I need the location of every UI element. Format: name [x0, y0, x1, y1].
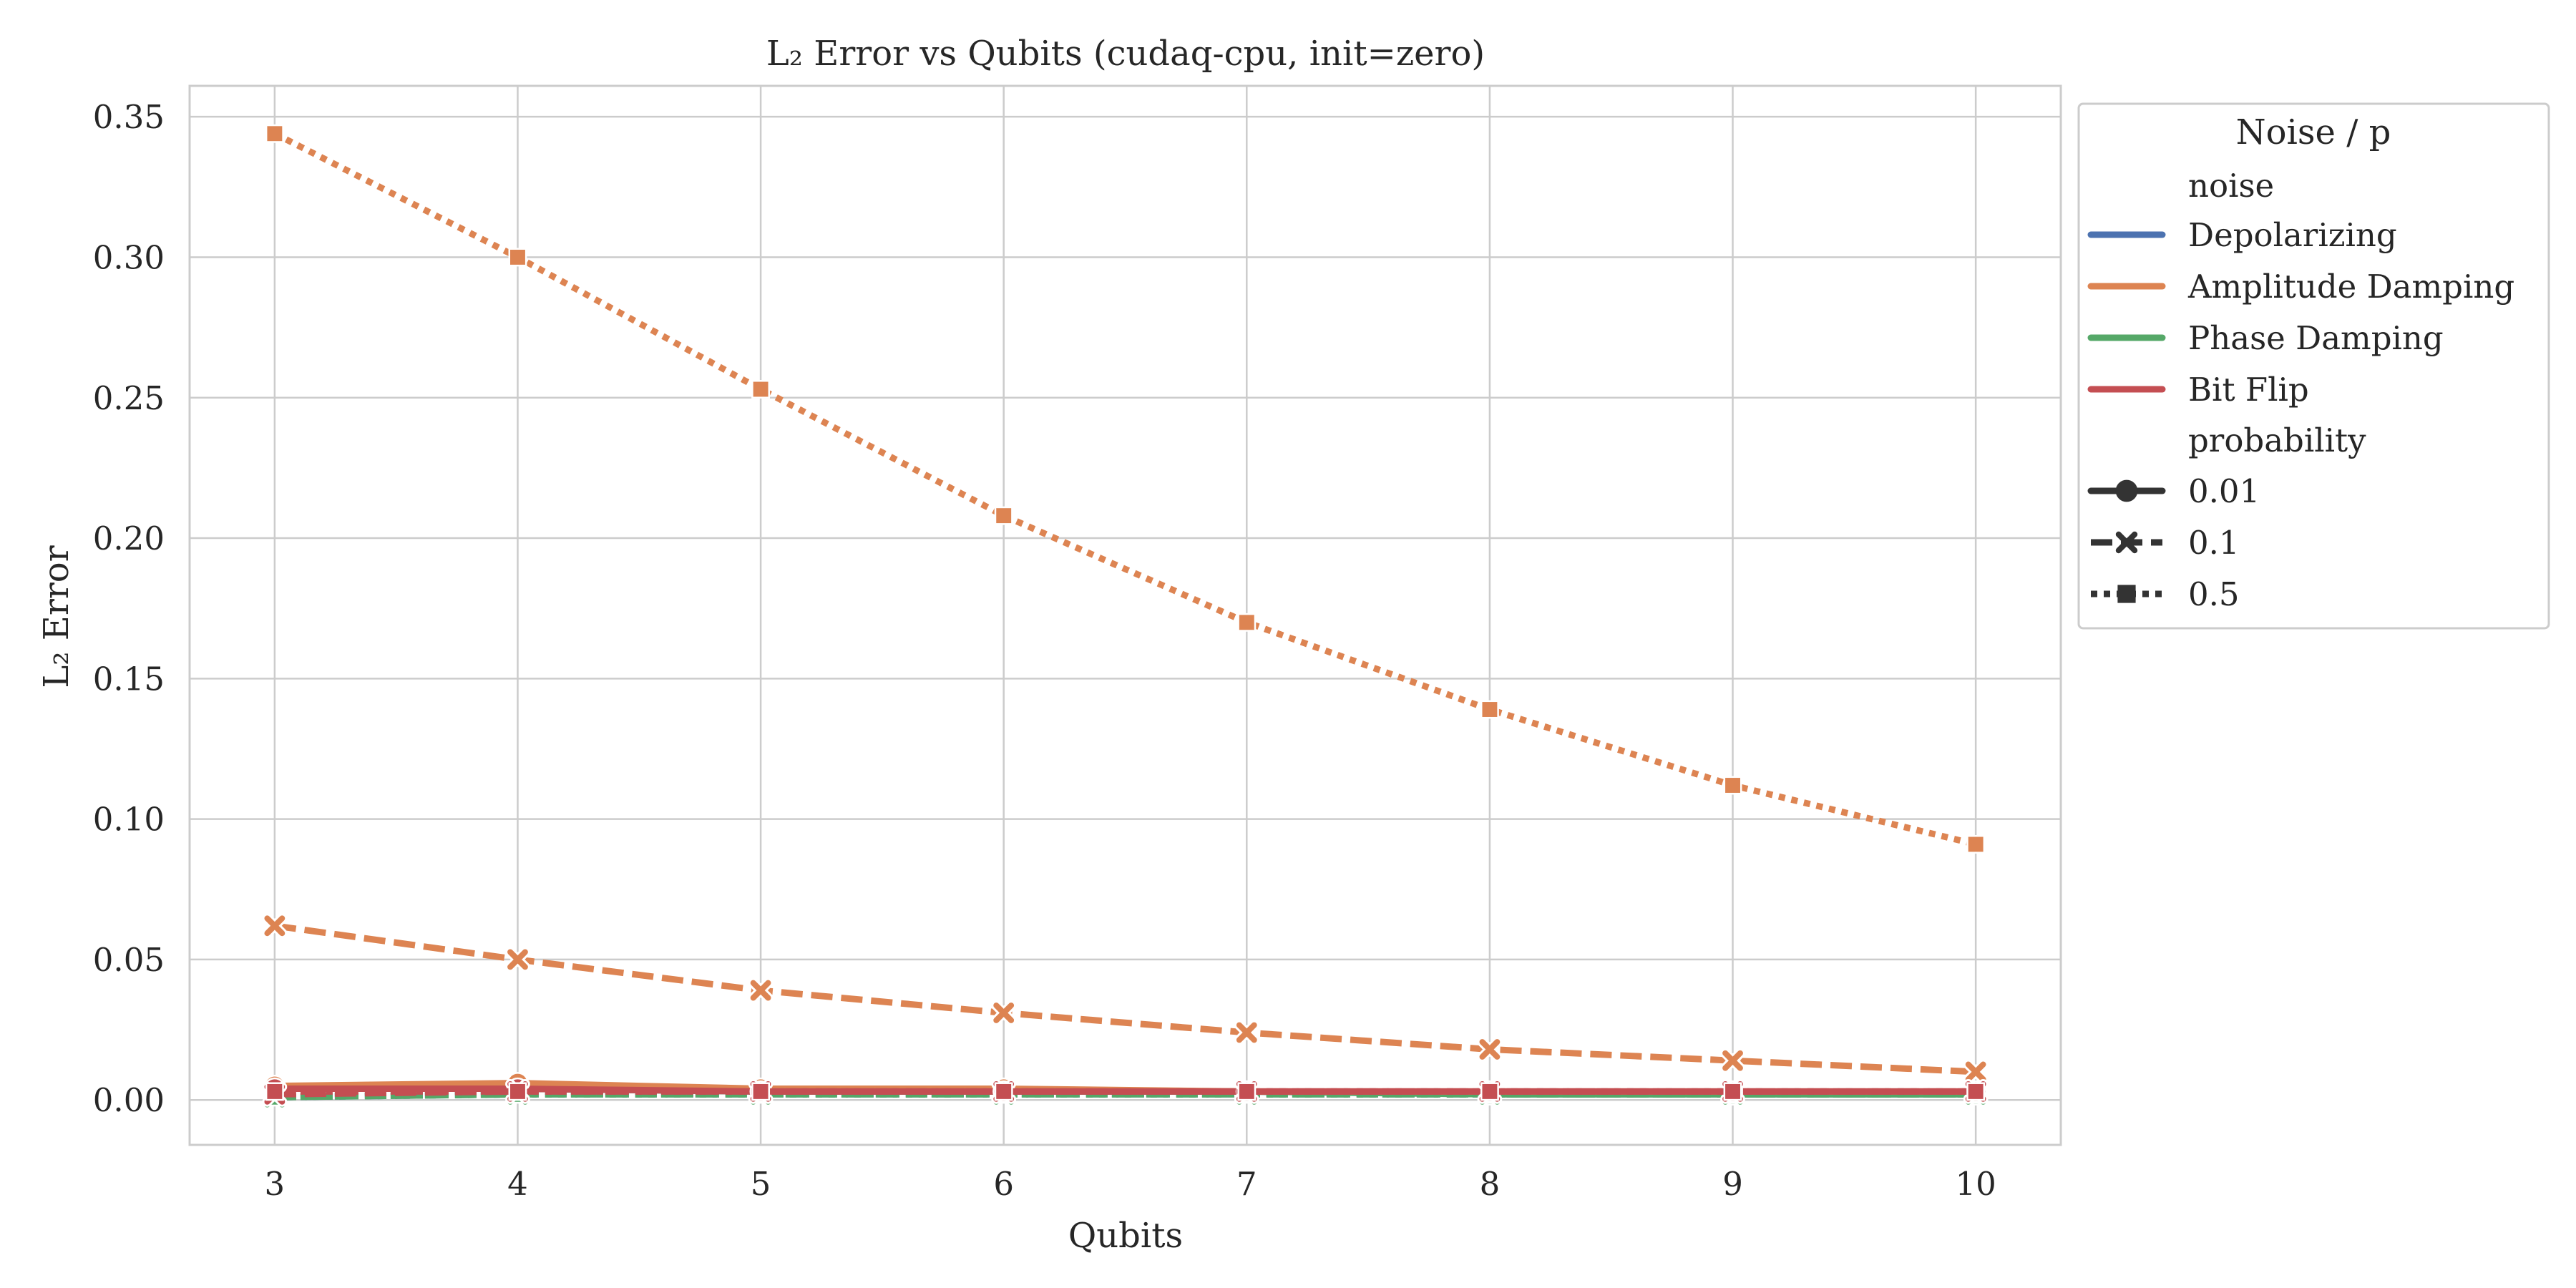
legend-label: Depolarizing [2188, 216, 2397, 254]
data-point-square [1723, 1082, 1742, 1101]
y-tick-label: 0.20 [93, 519, 165, 557]
data-point-square [265, 1082, 284, 1101]
legend-title: Noise / p [2236, 112, 2391, 152]
x-tick-label: 9 [1722, 1165, 1743, 1203]
legend-item: Depolarizing [2087, 216, 2397, 254]
data-point-square [508, 248, 527, 267]
data-point-x [505, 947, 530, 972]
legend-label: Phase Damping [2188, 319, 2444, 357]
legend-item: Amplitude Damping [2087, 268, 2514, 306]
x-tick-label: 4 [507, 1165, 528, 1203]
data-point-x [1963, 1059, 1989, 1085]
data-point-x [1234, 1020, 1259, 1045]
legend: Noise / p noise probability Depolarizing… [2077, 102, 2550, 630]
y-tick-label: 0.10 [93, 801, 165, 839]
x-tick-label: 10 [1956, 1165, 1996, 1203]
legend-item: 0.5 [2091, 575, 2240, 613]
series-lines [262, 124, 1989, 1110]
data-point-square [508, 1082, 527, 1101]
data-point-square [994, 506, 1013, 525]
legend-label: 0.1 [2188, 524, 2240, 562]
y-tick-label: 0.15 [93, 660, 165, 698]
legend-label: Bit Flip [2188, 371, 2309, 409]
x-tick-label: 6 [993, 1165, 1014, 1203]
x-tick-label: 5 [751, 1165, 771, 1203]
legend-noise-header: noise [2188, 167, 2274, 205]
legend-item: Bit Flip [2087, 371, 2309, 409]
data-point-square [2117, 585, 2136, 603]
y-tick-label: 0.05 [93, 941, 165, 979]
x-tick-label: 3 [265, 1165, 286, 1203]
chart-title: L₂ Error vs Qubits (cudaq-cpu, init=zero… [766, 34, 1485, 74]
data-point-circle [2115, 479, 2138, 502]
legend-label: 0.5 [2188, 575, 2240, 613]
data-point-square [1723, 776, 1742, 795]
legend-frame [2077, 102, 2550, 630]
data-point-square [1237, 613, 1257, 632]
series-line [273, 130, 1977, 848]
y-axis-label: L₂ Error [36, 545, 77, 688]
y-tick-label: 0.30 [93, 238, 165, 276]
axis-ticks: 3 4 5 6 7 8 9 10 0.00 0.05 0.10 0.15 0.20 0.25 0.30 0.3… [93, 98, 1996, 1203]
y-tick-label: 0.25 [93, 379, 165, 417]
data-point-square [1480, 1082, 1499, 1101]
legend-item: Phase Damping [2087, 319, 2444, 357]
data-point-square [1966, 834, 1986, 854]
x-tick-label: 7 [1236, 1165, 1257, 1203]
data-point-square [1966, 1082, 1986, 1101]
y-tick-label: 0.35 [93, 98, 165, 136]
data-point-square [751, 1082, 771, 1101]
legend-probability-header: probability [2188, 421, 2366, 459]
series-line [274, 922, 1976, 1075]
legend-label: 0.01 [2188, 472, 2260, 510]
data-point-x [1477, 1037, 1503, 1062]
data-point-x [1720, 1048, 1745, 1073]
data-point-square [265, 124, 284, 143]
data-point-square [1237, 1082, 1257, 1101]
data-point-square [751, 380, 771, 399]
data-point-square [994, 1082, 1013, 1101]
data-point-square [1480, 700, 1499, 719]
data-point-x [2115, 531, 2138, 554]
data-point-x [991, 1000, 1017, 1025]
series-amplitude-damping-p0.1 [262, 913, 1989, 1085]
legend-entries: Depolarizing Amplitude Damping Phase Dampi… [2087, 216, 2514, 613]
legend-label: Amplitude Damping [2187, 268, 2514, 306]
gridlines [190, 86, 2061, 1145]
plot-area-frame [188, 84, 2062, 1146]
data-point-x [748, 977, 774, 1003]
legend-item: 0.1 [2091, 524, 2240, 562]
data-point-x [262, 913, 288, 939]
series-amplitude-damping-p0.5 [265, 124, 1986, 854]
legend-item: 0.01 [2087, 472, 2260, 510]
x-axis-label: Qubits [1068, 1216, 1183, 1256]
x-tick-label: 8 [1480, 1165, 1501, 1203]
series-bit-flip-p0.5 [265, 1082, 1986, 1101]
y-tick-label: 0.00 [93, 1081, 165, 1119]
